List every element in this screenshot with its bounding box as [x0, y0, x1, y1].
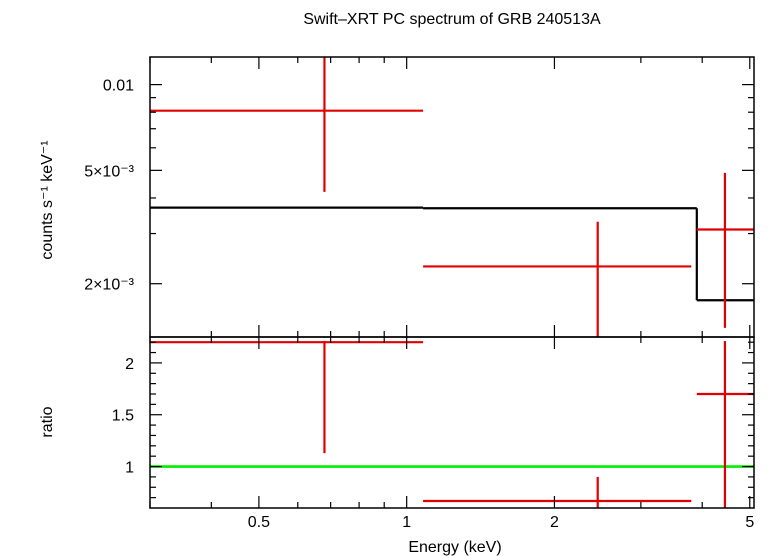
x-tick-label-5: 5 [745, 514, 754, 531]
bottom-y-tick-label-1: 1.5 [112, 408, 134, 425]
top-y-tick-label-1: 5×10⁻³ [84, 163, 134, 180]
bottom-panel-frame [149, 336, 755, 509]
x-tick-label-2: 2 [550, 514, 559, 531]
bottom-y-tick-label-0: 1 [125, 460, 134, 477]
chart-title: Swift–XRT PC spectrum of GRB 240513A [303, 11, 601, 28]
top-y-axis-label: counts s⁻¹ keV⁻¹ [39, 140, 56, 259]
plot-lines-layer [150, 57, 754, 508]
axis-ticks-layer [149, 57, 754, 508]
top-y-tick-label-2: 2×10⁻³ [84, 277, 134, 294]
x-tick-label-1: 1 [402, 514, 411, 531]
plot-frames-layer [149, 56, 755, 509]
bottom-y-axis-label: ratio [39, 406, 56, 437]
tick-labels-layer: 0.5 1 2 5 0.01 5×10⁻³ 2×10⁻³ 1 1.5 2 [84, 78, 754, 531]
x-axis-label: Energy (keV) [408, 539, 501, 556]
top-panel-frame [149, 56, 755, 338]
x-tick-label-0.5: 0.5 [248, 514, 270, 531]
top-y-tick-label-0: 0.01 [103, 78, 134, 95]
bottom-y-tick-label-2: 2 [125, 356, 134, 373]
